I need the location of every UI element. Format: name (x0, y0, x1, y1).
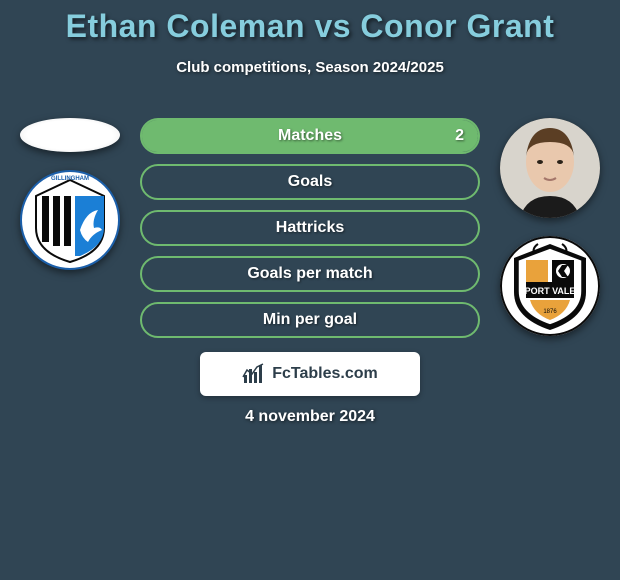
svg-text:1876: 1876 (543, 309, 557, 315)
stat-label: Matches (278, 127, 342, 145)
stat-row: Goals (140, 164, 480, 200)
stat-row: Goals per match (140, 256, 480, 292)
stat-label: Hattricks (276, 219, 344, 237)
stat-rows: Matches 2 Goals Hattricks Goals per match Min… (140, 118, 480, 338)
left-player-avatar (20, 118, 120, 152)
bars-icon (242, 363, 266, 385)
footer-date: 4 november 2024 (245, 408, 375, 426)
page-title: Ethan Coleman vs Conor Grant (0, 0, 620, 45)
stat-label: Goals per match (247, 265, 372, 283)
left-player-column: GILLINGHAM (10, 118, 130, 270)
svg-text:PORT VALE: PORT VALE (525, 286, 576, 296)
right-club-badge: PORT VALE 1876 (500, 236, 600, 336)
stat-value-right: 2 (455, 127, 464, 145)
subtitle: Club competitions, Season 2024/2025 (0, 59, 620, 76)
stat-label: Min per goal (263, 311, 357, 329)
brand-card: FcTables.com (200, 352, 420, 396)
stat-label: Goals (288, 173, 332, 191)
stat-row: Matches 2 (140, 118, 480, 154)
stat-row: Min per goal (140, 302, 480, 338)
svg-text:GILLINGHAM: GILLINGHAM (51, 176, 89, 182)
brand-text: FcTables.com (272, 365, 378, 383)
right-player-column: PORT VALE 1876 (490, 118, 610, 336)
stat-row: Hattricks (140, 210, 480, 246)
right-player-avatar (500, 118, 600, 218)
left-club-badge: GILLINGHAM (20, 170, 120, 270)
gillingham-badge-icon: GILLINGHAM (20, 170, 120, 270)
port-vale-badge-icon: PORT VALE 1876 (500, 236, 600, 336)
